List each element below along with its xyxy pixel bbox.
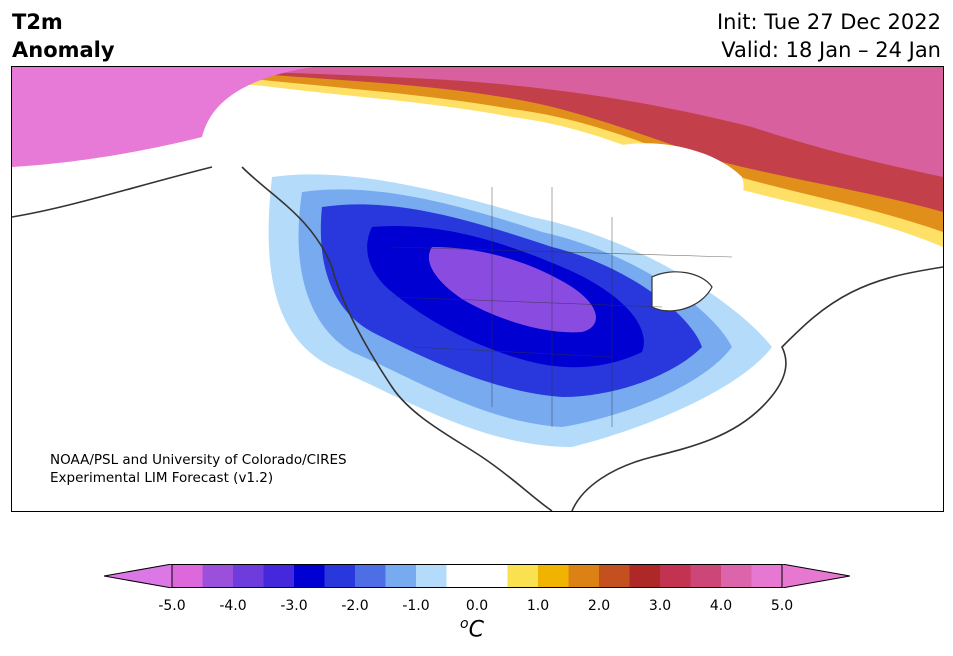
colorbar-segment [385, 564, 417, 588]
unit-label: C [468, 617, 484, 643]
title-line-1: T2m [12, 10, 63, 34]
great-lakes [651, 271, 713, 312]
title-line-2: Anomaly [12, 38, 115, 62]
colorbar-tick-label: -3.0 [280, 598, 308, 614]
colorbar [104, 564, 850, 588]
great-slave-lake [422, 149, 482, 161]
colorbar-tick-label: -1.0 [402, 598, 430, 614]
colorbar-segment [324, 564, 356, 588]
coastline [12, 166, 943, 511]
credit-line-1: NOAA/PSL and University of Colorado/CIRE… [50, 452, 347, 468]
cold-anomaly-purple [428, 247, 596, 333]
colorbar-segment [660, 564, 691, 588]
colorbar-tick-label: -2.0 [341, 598, 369, 614]
colorbar-tick-label: -4.0 [219, 598, 247, 614]
colorbar-segment [507, 564, 539, 588]
warm-anomaly-magenta [12, 67, 312, 167]
colorbar-tick-label: 3.0 [648, 598, 672, 614]
colorbar-segment [233, 564, 264, 588]
valid-date: Valid: 18 Jan – 24 Jan [721, 38, 941, 62]
colorbar-segment [751, 564, 783, 588]
init-date: Init: Tue 27 Dec 2022 [716, 10, 941, 34]
colorbar-unit: oC [460, 616, 484, 642]
colorbar-segment [294, 564, 325, 588]
colorbar-segment [477, 564, 508, 588]
colorbar-tick-label: 1.0 [526, 598, 550, 614]
warm-anomaly-pink [12, 67, 943, 177]
map-title: T2m Anomaly [12, 8, 115, 64]
colorbar-segment [263, 564, 295, 588]
forecast-dates: Init: Tue 27 Dec 2022 Valid: 18 Jan – 24… [717, 8, 941, 64]
colorbar-tick-label: 5.0 [770, 598, 794, 614]
colorbar-segment [690, 564, 722, 588]
colorbar-segment [172, 564, 203, 588]
credit-line-2: Experimental LIM Forecast (v1.2) [50, 470, 274, 486]
state-borders [391, 187, 733, 427]
colorbar-frame [171, 564, 783, 588]
colorbar-segment [446, 564, 478, 588]
great-bear-lake [370, 119, 414, 129]
colorbar-segment [202, 564, 234, 588]
unit-degree: o [460, 616, 469, 632]
map-canvas [12, 67, 943, 511]
colorbar-tick-label: 2.0 [587, 598, 611, 614]
colorbar-segment [721, 564, 752, 588]
colorbar-segment [416, 564, 447, 588]
hudson-bay [610, 143, 744, 220]
colorbar-over-arrow [781, 564, 850, 588]
colorbar-segment [538, 564, 569, 588]
colorbar-tick-label: 4.0 [709, 598, 733, 614]
colorbar-segment [599, 564, 630, 588]
colorbar-segment [568, 564, 600, 588]
credit-text: NOAA/PSL and University of Colorado/CIRE… [50, 451, 347, 487]
anomaly-map: NOAA/PSL and University of Colorado/CIRE… [11, 66, 944, 512]
colorbar-segment [355, 564, 386, 588]
colorbar-tick-label: -5.0 [158, 598, 186, 614]
colorbar-under-arrow [104, 564, 173, 588]
colorbar-tick-label: 0.0 [465, 598, 489, 614]
colorbar-segment [629, 564, 661, 588]
